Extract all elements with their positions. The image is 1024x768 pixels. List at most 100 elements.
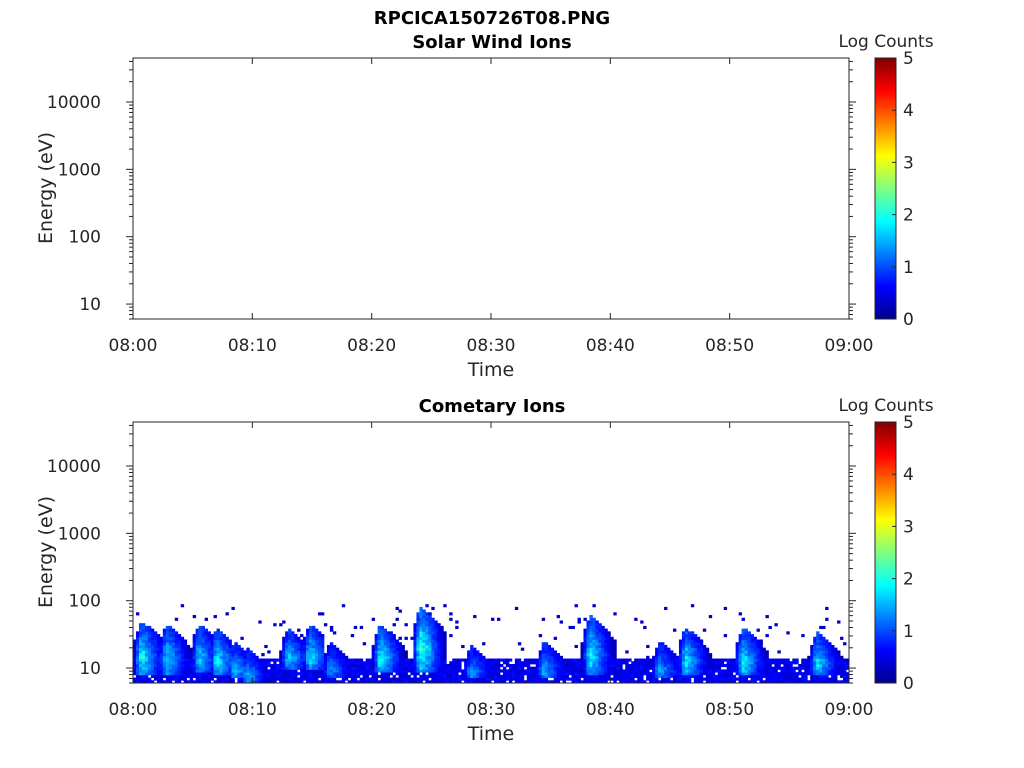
spectrogram-cell [476,650,480,654]
spectrogram-cell [392,639,396,643]
spectrogram-cell [422,644,426,649]
spectrogram-cell [201,628,205,632]
spectrogram-cell [147,663,152,668]
spectrogram-cell [177,666,182,670]
spectrogram-cell [222,672,226,676]
spectrogram-cell [153,669,158,673]
spectrogram-cell [144,639,149,643]
spectrogram-cell [437,647,441,651]
spectrogram-cell [395,653,399,657]
spectrogram-cell [335,672,340,676]
spectrogram-cell [288,672,292,676]
spectrogram-cell [687,661,692,665]
spectrogram-cell [168,636,173,640]
spectrogram-cell [288,653,292,657]
spectrogram-cell [374,663,379,668]
spectrogram-cell [768,674,772,678]
spectrogram-cell [628,674,632,678]
spectrogram-cell [431,647,435,651]
spectrogram-cell [440,625,444,630]
spectrogram-cell [156,658,161,662]
spectrogram-cell [452,674,456,678]
spectrogram-cell [273,674,277,678]
spectrogram-cell [822,666,826,670]
spectrogram-cell [174,680,179,684]
spectrogram-cell [741,653,745,657]
spectrogram-cell [246,677,250,681]
spectrogram-cell [601,647,605,651]
spectrogram-cell [201,625,205,630]
spectrogram-cell [667,653,671,657]
spectrogram-cell [297,666,301,670]
spectrogram-cell [604,653,608,657]
spectrogram-cell [201,674,205,678]
spectrogram-cell [577,666,581,670]
spectrogram-cell [133,647,137,651]
spectrogram-cell [249,677,253,681]
spectrogram-cell [577,661,581,665]
spectrogram-cell [571,658,575,662]
spectrogram-cell [380,647,384,651]
spectrogram-cell [550,647,555,651]
spectrogram-cell [186,680,191,684]
spectrogram-cell [646,666,650,670]
spectrogram-cell [828,655,832,659]
spectrogram-cell [610,655,614,659]
spectrogram-cell [628,666,632,670]
spectrogram-cell [317,669,322,673]
spectrogram-cell [789,666,793,670]
spectrogram-cell [431,672,435,676]
spectrogram-cell [496,677,501,681]
spectrogram-cell [777,663,781,668]
spectrogram-cell [323,672,328,676]
spectrogram-cell [681,644,686,649]
spectrogram-cell [255,666,259,670]
spectrogram-cell [828,661,832,665]
spectrogram-cell [183,666,188,670]
spectrogram-cell [834,647,838,651]
spectrogram-cell [159,658,164,662]
spectrogram-cell [377,647,382,651]
spectrogram-cell [505,677,510,681]
spectrogram-cell [804,677,808,681]
spectrogram-cell [828,647,832,651]
spectrogram-cell [216,650,220,654]
spectrogram-cell [601,655,605,659]
spectrogram-cell [419,639,423,643]
spectrogram-cell [386,661,390,665]
spectrogram-cell [389,631,393,635]
spectrogram-cell [312,674,316,678]
spectrogram-cell [288,628,292,632]
spectrogram-cell [493,661,498,665]
spectrogram-cell [150,636,155,640]
spectrogram-cell [150,650,155,654]
spectrogram-cell [443,642,447,646]
spectrogram-cell [559,620,563,624]
spectrogram-cell [386,666,390,670]
spectrogram-cell [144,672,149,676]
spectrogram-cell [619,661,623,665]
spectrogram-cell [449,661,453,665]
spectrogram-cell [753,636,757,640]
spectrogram-cell [553,672,558,676]
spectrogram-cell [538,663,543,668]
spectrogram-cell [371,653,376,657]
spectrogram-cell [753,680,757,684]
spectrogram-cell [192,615,197,619]
spectrogram-cell [416,658,420,662]
spectrogram-cell [747,674,751,678]
spectrogram-cell [147,680,152,684]
spectrogram-cell [344,655,349,659]
spectrogram-cell [684,672,689,676]
spectrogram-cell [470,644,474,649]
spectrogram-cell [589,625,593,630]
spectrogram-cell [553,661,558,665]
spectrogram-cell [750,672,754,676]
spectrogram-cell [843,663,847,668]
spectrogram-cell [332,663,337,668]
spectrogram-cell [684,680,689,684]
spectrogram-cell [547,661,552,665]
spectrogram-cell [174,672,179,676]
spectrogram-cell [846,663,850,668]
spectrogram-cell [401,680,405,684]
